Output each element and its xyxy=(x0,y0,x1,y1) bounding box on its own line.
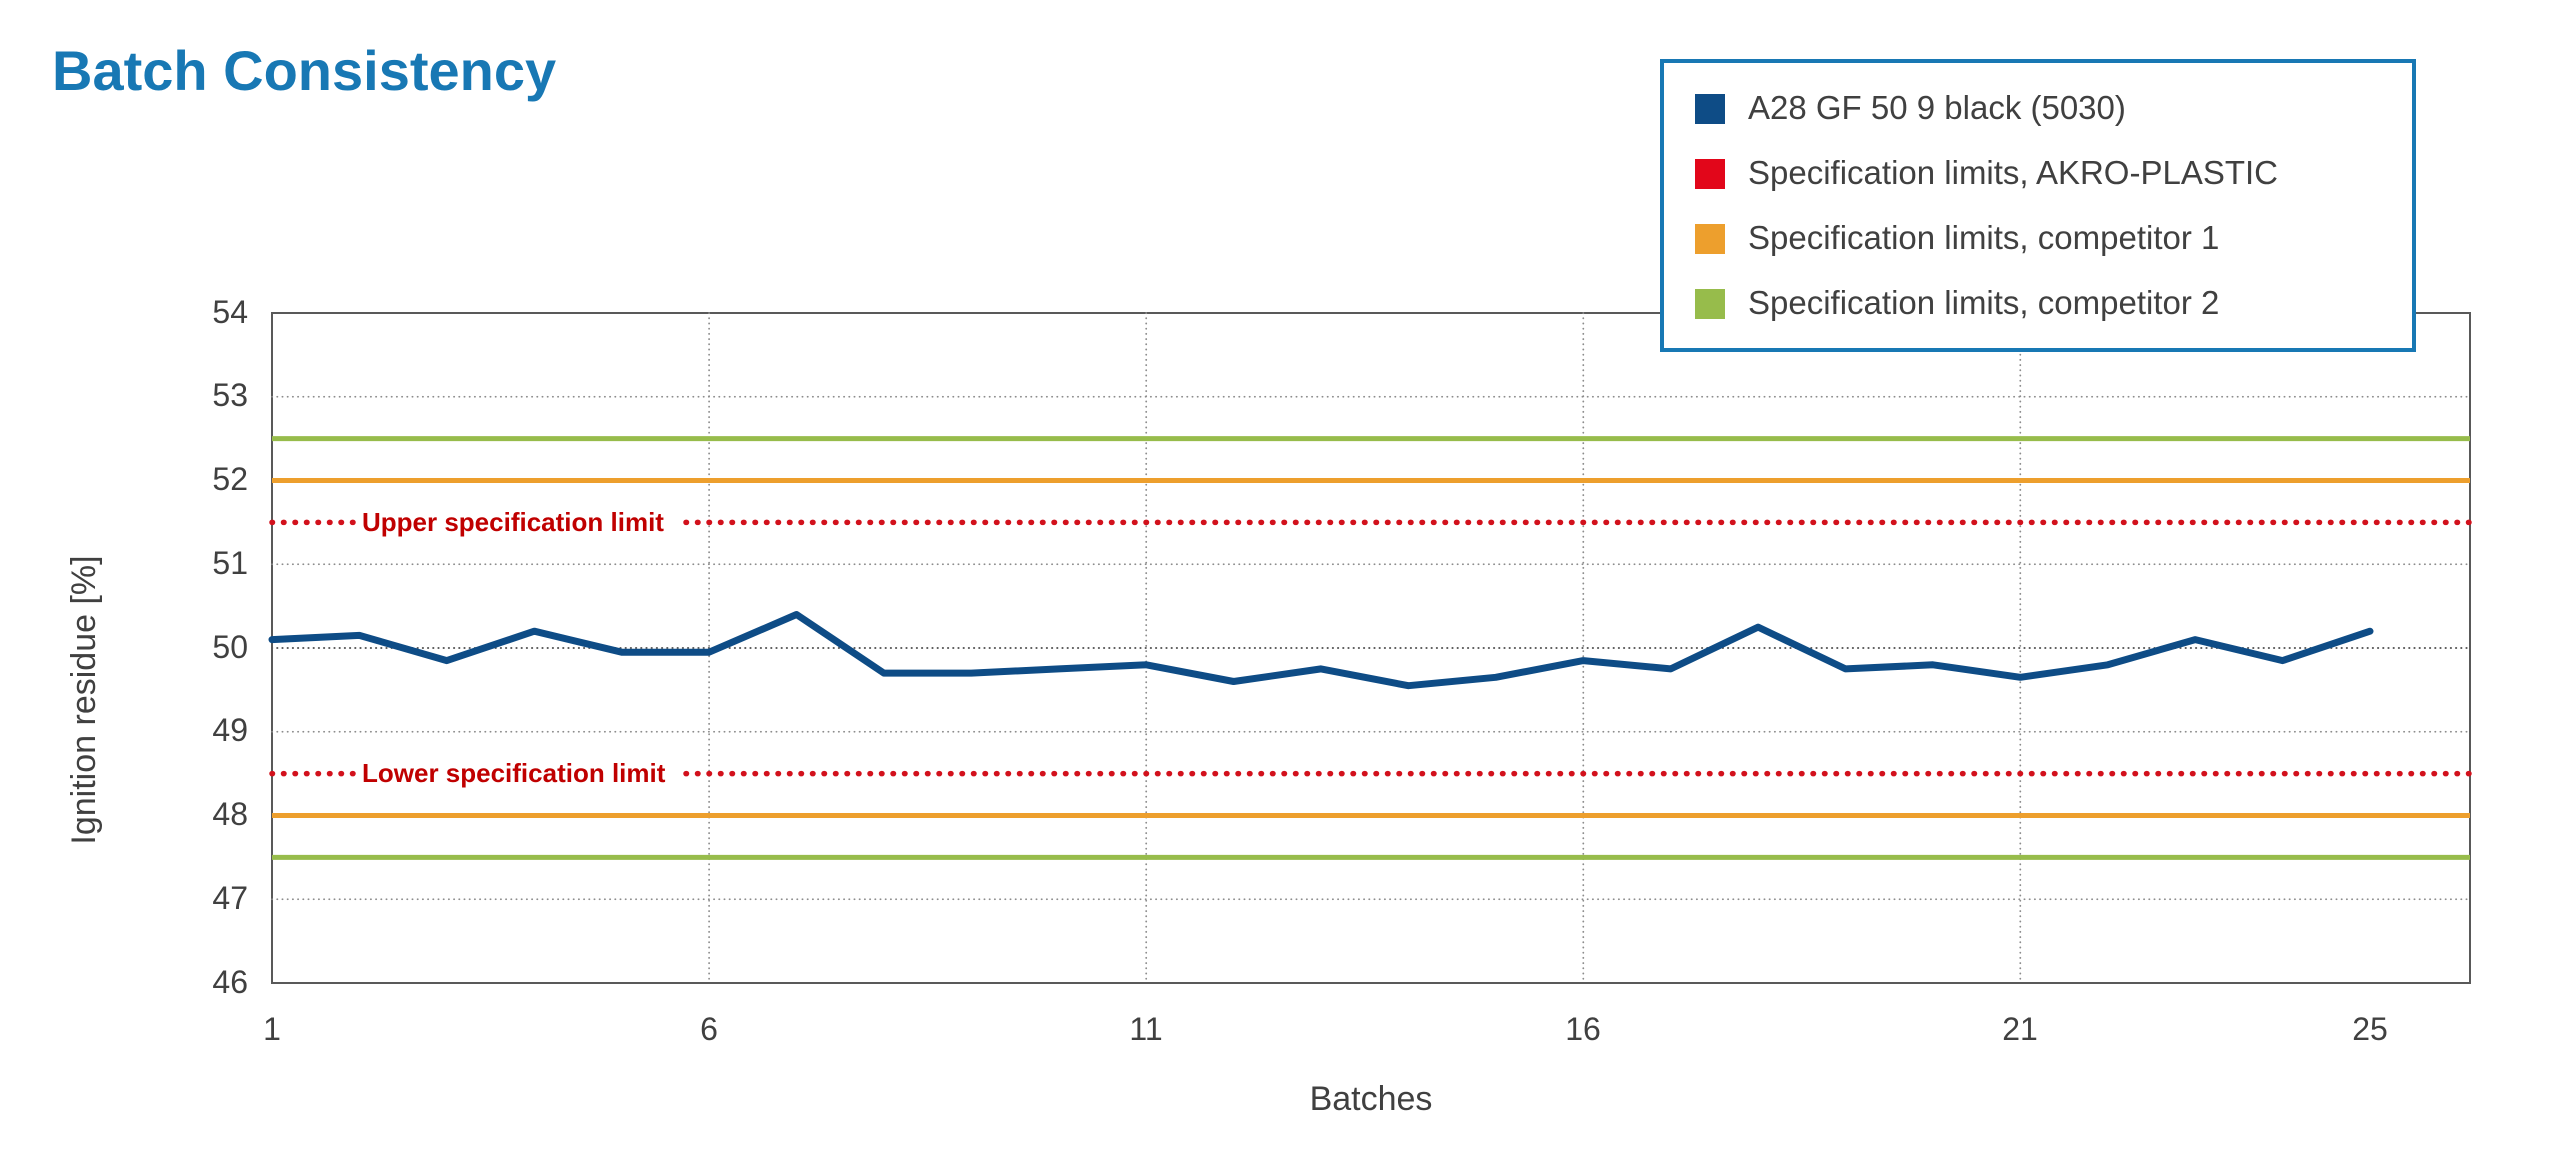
svg-text:21: 21 xyxy=(2002,1011,2038,1047)
svg-text:6: 6 xyxy=(700,1011,718,1047)
svg-text:51: 51 xyxy=(212,545,248,581)
svg-text:Ignition residue [%]: Ignition residue [%] xyxy=(65,555,103,844)
svg-text:11: 11 xyxy=(1129,1011,1162,1047)
svg-text:25: 25 xyxy=(2352,1011,2388,1047)
svg-text:Batches: Batches xyxy=(1310,1080,1433,1118)
svg-text:46: 46 xyxy=(212,964,248,1000)
svg-text:Lower specification limit: Lower specification limit xyxy=(362,758,666,788)
svg-text:49: 49 xyxy=(212,712,248,748)
svg-text:53: 53 xyxy=(212,377,248,413)
svg-text:54: 54 xyxy=(212,294,248,330)
svg-text:Specification limits, competit: Specification limits, competitor 1 xyxy=(1748,219,2219,256)
svg-text:47: 47 xyxy=(212,880,248,916)
svg-text:Specification limits, AKRO-PLA: Specification limits, AKRO-PLASTIC xyxy=(1748,154,2278,191)
svg-text:Specification limits, competit: Specification limits, competitor 2 xyxy=(1748,284,2219,321)
svg-text:50: 50 xyxy=(212,629,248,665)
svg-text:48: 48 xyxy=(212,796,248,832)
svg-text:Upper specification limit: Upper specification limit xyxy=(362,507,664,537)
svg-text:52: 52 xyxy=(212,461,248,497)
svg-text:1: 1 xyxy=(263,1011,281,1047)
svg-text:A28 GF 50 9 black (5030): A28 GF 50 9 black (5030) xyxy=(1748,89,2126,126)
svg-text:16: 16 xyxy=(1565,1011,1601,1047)
